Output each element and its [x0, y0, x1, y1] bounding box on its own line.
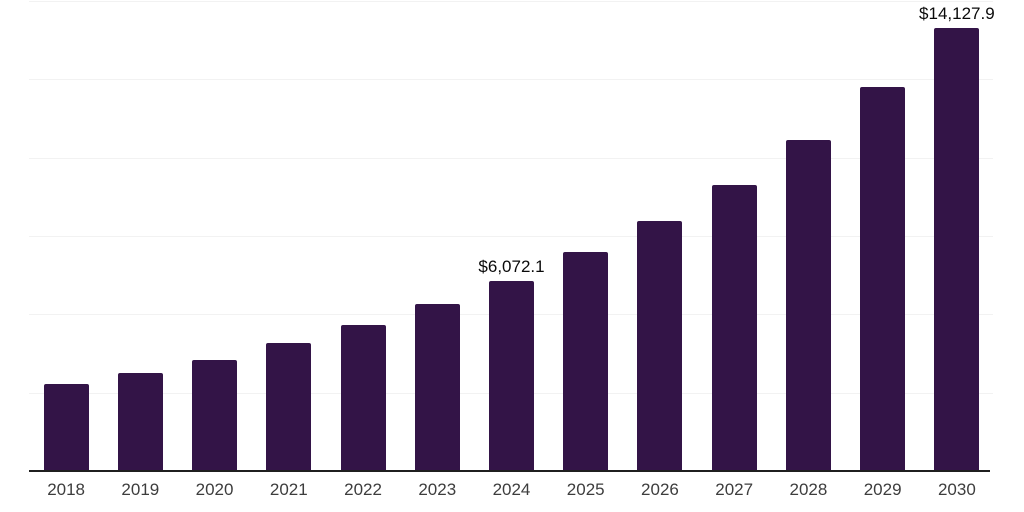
data-label-2024: $6,072.1	[478, 256, 545, 276]
bar-2028	[785, 140, 831, 471]
x-tick-label-2023: 2023	[418, 480, 457, 499]
bar-2019	[117, 373, 163, 471]
bar-2023	[414, 303, 460, 471]
bar-2022	[340, 324, 386, 471]
x-tick-label-2026: 2026	[641, 480, 679, 499]
bar-2020	[192, 360, 238, 471]
bar-2027	[711, 184, 757, 471]
x-axis-line	[29, 470, 990, 472]
x-tick-label-2020: 2020	[195, 480, 234, 499]
x-tick-label-2021: 2021	[269, 480, 308, 499]
x-tick-label-2024: 2024	[492, 480, 531, 499]
bar-2018	[43, 383, 89, 471]
x-tick-label-2029: 2029	[863, 480, 902, 499]
x-tick-label-2019: 2019	[121, 480, 160, 499]
x-tick-label-2022: 2022	[344, 480, 382, 499]
x-tick-label-2027: 2027	[715, 480, 754, 499]
gridline-7500	[29, 236, 993, 237]
data-label-2030: $14,127.9	[919, 4, 995, 24]
bar-2024	[489, 280, 534, 471]
bar-2025	[563, 251, 609, 471]
x-tick-label-2025: 2025	[566, 480, 605, 499]
gridline-12500	[29, 79, 993, 81]
x-tick-label-2018: 2018	[47, 480, 86, 499]
x-tick-label-2028: 2028	[789, 480, 828, 499]
gridline-10000	[29, 157, 993, 159]
x-tick-label-2030: 2030	[937, 480, 976, 499]
bar-2021	[266, 343, 312, 471]
bar-2030	[934, 28, 980, 471]
bar-2029	[860, 87, 906, 471]
gridline-15000	[29, 1, 993, 2]
bar-2026	[637, 221, 683, 471]
